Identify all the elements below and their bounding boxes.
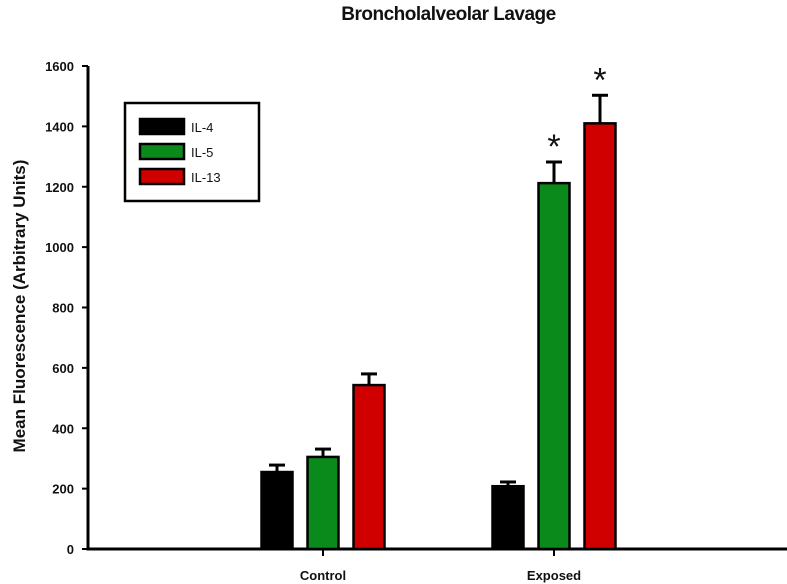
bar-il-5-exposed (537, 181, 571, 551)
significance-marker: * (593, 61, 606, 99)
x-tick-label-exposed: Exposed (527, 568, 581, 583)
legend-label-il-4: IL-4 (191, 120, 213, 135)
y-tick-label: 1400 (45, 119, 74, 134)
legend-label-il-13: IL-13 (191, 170, 221, 185)
y-tick-label: 1600 (45, 59, 74, 74)
bar-il-13-control (352, 383, 386, 551)
y-tick-label: 800 (52, 301, 74, 316)
y-tick-label: 600 (52, 361, 74, 376)
legend-swatch-il-13 (138, 167, 186, 186)
y-tick-label: 200 (52, 482, 74, 497)
legend-swatch-il-5 (138, 142, 186, 161)
chart-title: Broncholalveolar Lavage (341, 4, 556, 25)
legend-swatch-il-4 (138, 117, 186, 136)
legend-label-il-5: IL-5 (191, 145, 213, 160)
y-tick-label: 0 (67, 542, 74, 557)
bar-il-4-control (260, 470, 294, 551)
y-tick-label: 1000 (45, 240, 74, 255)
bar-il-5-control (306, 455, 340, 551)
bar-il-13-exposed (583, 122, 617, 551)
y-tick-label: 1200 (45, 180, 74, 195)
y-tick-label: 400 (52, 421, 74, 436)
x-tick-label-control: Control (300, 568, 346, 583)
bar-il-4-exposed (491, 484, 525, 551)
significance-marker: * (547, 128, 560, 166)
